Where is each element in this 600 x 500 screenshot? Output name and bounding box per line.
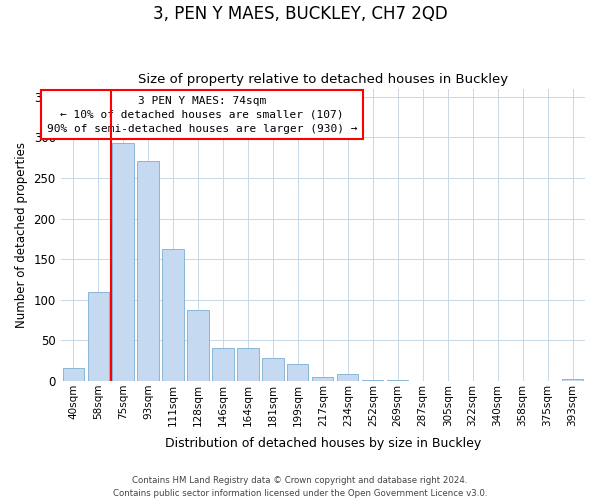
- Bar: [337, 374, 358, 381]
- Bar: [212, 348, 233, 381]
- X-axis label: Distribution of detached houses by size in Buckley: Distribution of detached houses by size …: [165, 437, 481, 450]
- Bar: [187, 310, 209, 381]
- Bar: [112, 143, 134, 381]
- Title: Size of property relative to detached houses in Buckley: Size of property relative to detached ho…: [138, 73, 508, 86]
- Text: 3 PEN Y MAES: 74sqm
← 10% of detached houses are smaller (107)
90% of semi-detac: 3 PEN Y MAES: 74sqm ← 10% of detached ho…: [47, 96, 358, 134]
- Bar: [287, 364, 308, 381]
- Bar: [238, 348, 259, 381]
- Y-axis label: Number of detached properties: Number of detached properties: [15, 142, 28, 328]
- Bar: [62, 368, 84, 381]
- Bar: [262, 358, 284, 381]
- Bar: [88, 292, 109, 381]
- Bar: [562, 380, 583, 381]
- Text: Contains HM Land Registry data © Crown copyright and database right 2024.
Contai: Contains HM Land Registry data © Crown c…: [113, 476, 487, 498]
- Bar: [387, 380, 409, 381]
- Text: 3, PEN Y MAES, BUCKLEY, CH7 2QD: 3, PEN Y MAES, BUCKLEY, CH7 2QD: [152, 5, 448, 23]
- Bar: [362, 380, 383, 381]
- Bar: [137, 161, 158, 381]
- Bar: [163, 248, 184, 381]
- Bar: [312, 377, 334, 381]
